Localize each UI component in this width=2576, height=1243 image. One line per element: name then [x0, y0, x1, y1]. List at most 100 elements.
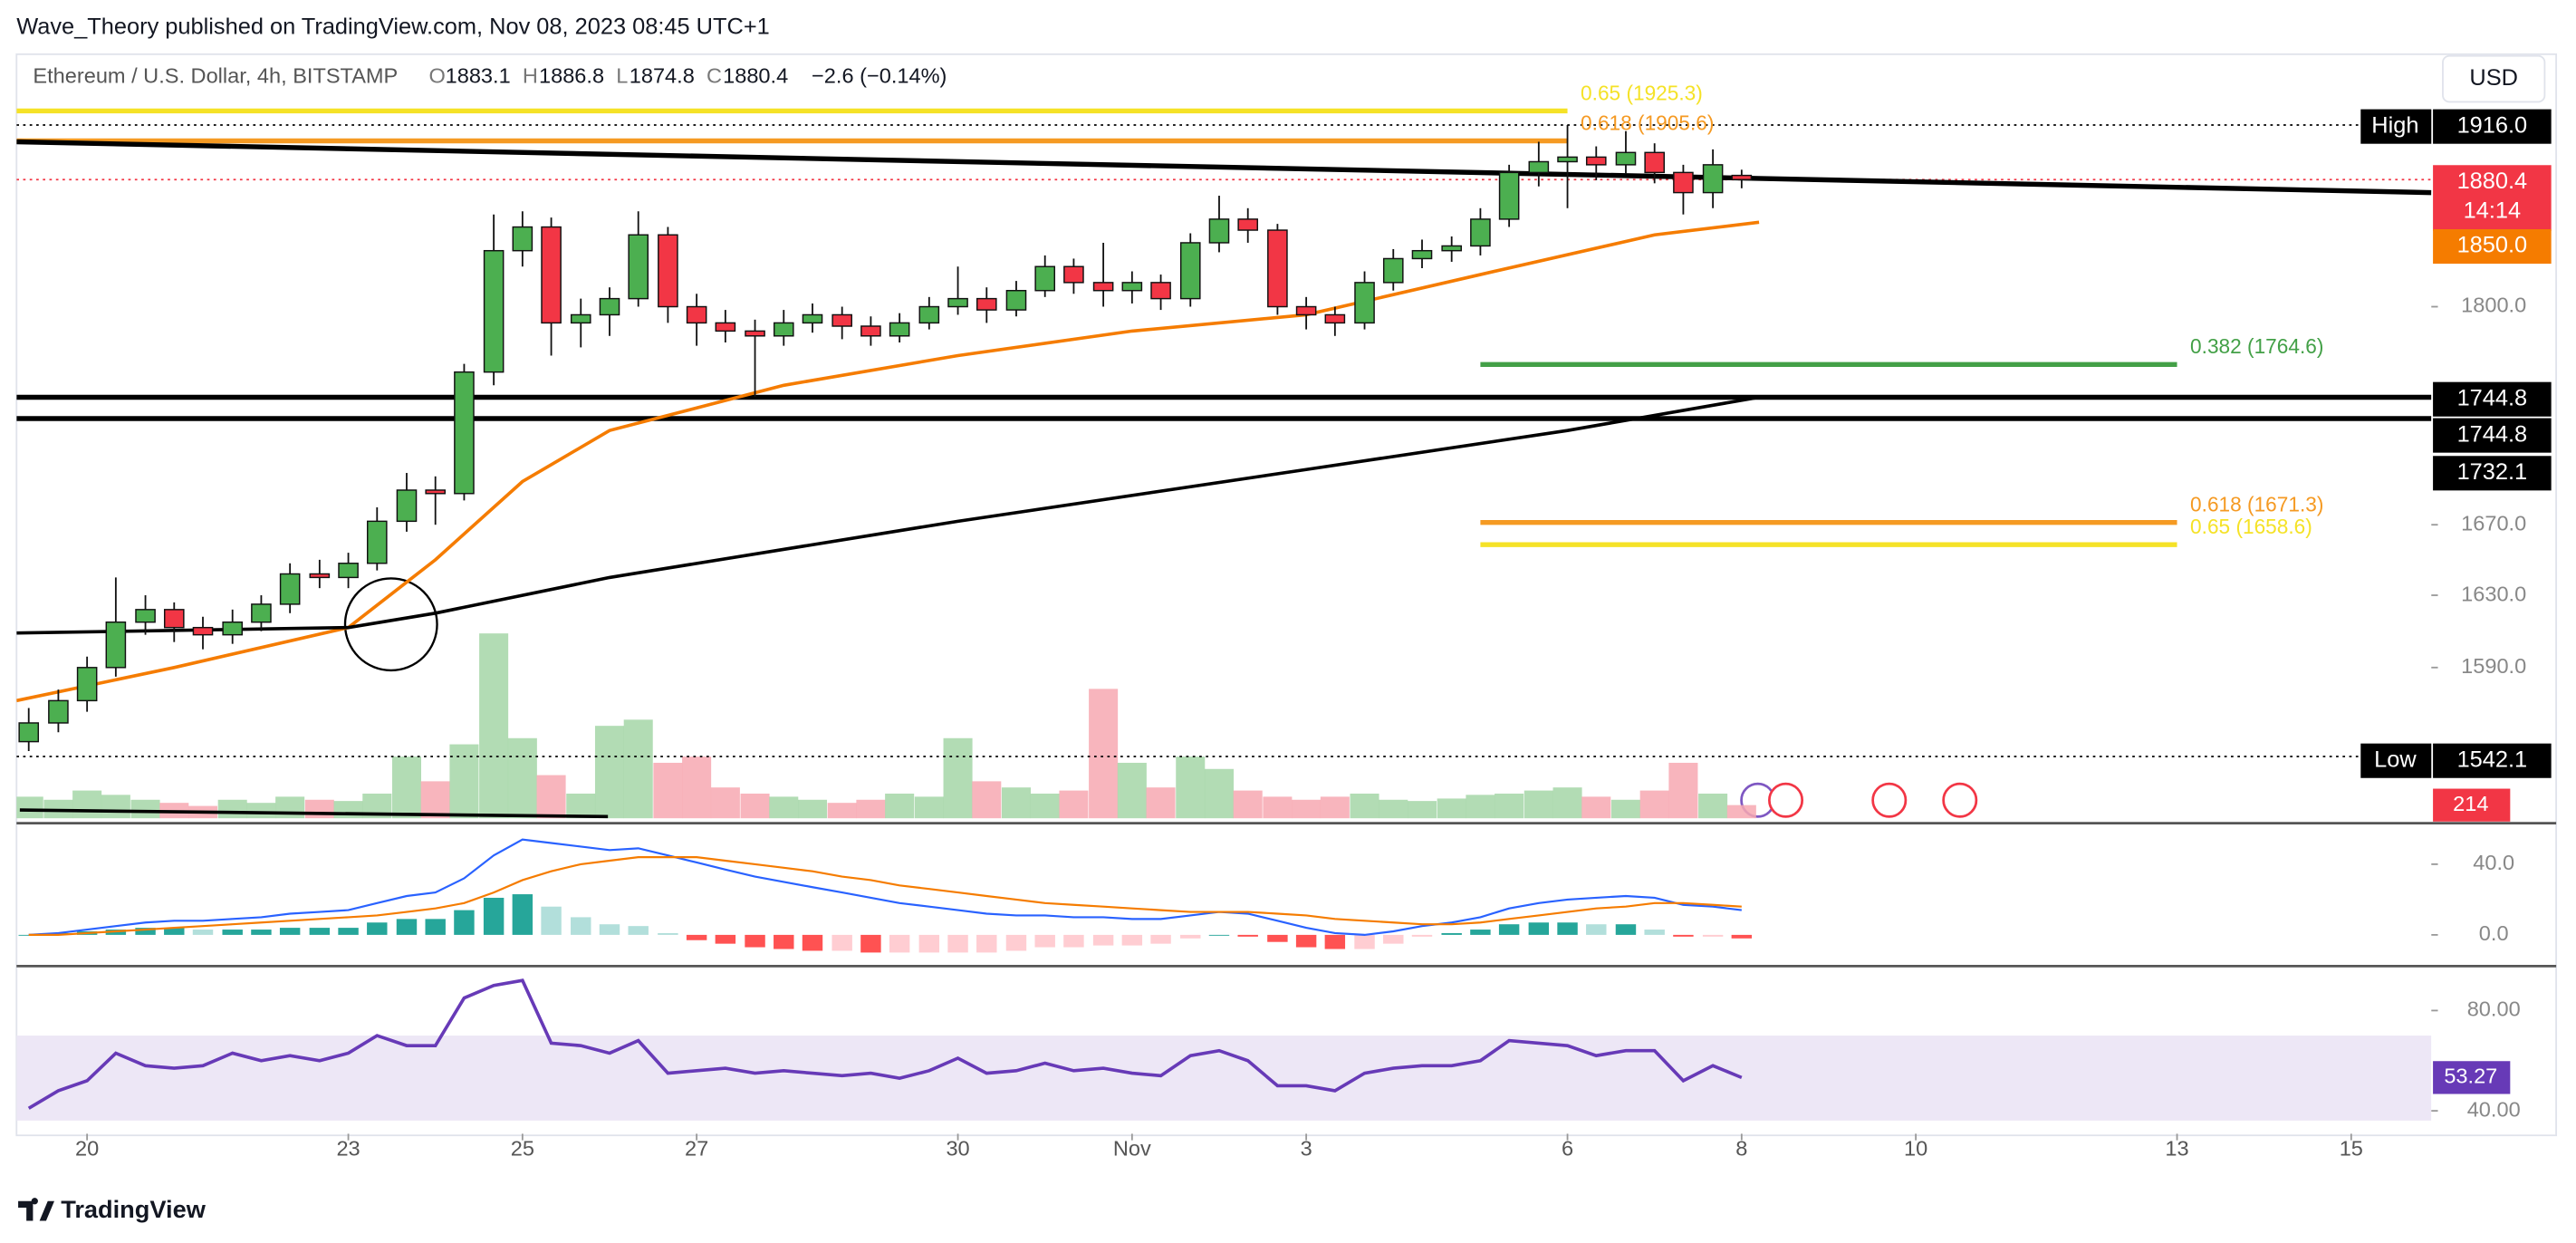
- candle-body: [454, 371, 475, 495]
- candle-body: [570, 313, 591, 324]
- candle-body: [1673, 171, 1694, 194]
- volume-bar: [1292, 799, 1322, 819]
- macd-histogram: [802, 934, 823, 951]
- event-icon[interactable]: [1942, 782, 1978, 818]
- price-label: 1744.8: [2457, 421, 2528, 447]
- macd-histogram: [745, 934, 765, 948]
- price-label: 1744.8: [2457, 385, 2528, 410]
- volume-bar: [943, 737, 973, 819]
- candle-body: [251, 603, 272, 623]
- macd-histogram: [1528, 922, 1550, 935]
- event-icon[interactable]: [1768, 782, 1804, 818]
- price-label-box: [2433, 165, 2552, 231]
- macd-histogram: [1498, 924, 1520, 935]
- volume-bar: [536, 775, 566, 819]
- price-label: 1916.0: [2457, 112, 2528, 138]
- candle-body: [1324, 313, 1346, 324]
- macd-histogram: [1267, 934, 1288, 942]
- currency-button[interactable]: [2442, 54, 2546, 103]
- macd-histogram: [1383, 934, 1404, 944]
- volume-bar: [566, 793, 596, 819]
- volume-bar: [1610, 799, 1640, 819]
- x-tick-label: 25: [511, 1137, 534, 1161]
- macd-histogram: [1324, 934, 1346, 949]
- volume-bar: [885, 793, 915, 819]
- macd-histogram: [222, 930, 243, 935]
- macd-histogram: [1150, 934, 1171, 944]
- volume-bar: [1552, 787, 1582, 819]
- price-label: 1850.0: [2457, 233, 2528, 258]
- macd-histogram: [1092, 934, 1114, 946]
- y-tick-label: 40.00: [2467, 1097, 2521, 1121]
- volume-bar: [1263, 796, 1293, 819]
- macd-histogram: [1180, 934, 1201, 939]
- y-tick-label: 1800.0: [2461, 294, 2526, 317]
- ohlc-value: 1874.8: [630, 63, 695, 87]
- volume-bar: [1639, 790, 1669, 819]
- macd-histogram: [1557, 922, 1578, 935]
- fib-label: 0.618 (1671.3): [2190, 493, 2323, 516]
- x-tick-label: 10: [1904, 1137, 1927, 1161]
- volume-bar: [1320, 796, 1350, 819]
- candle-body: [599, 297, 620, 316]
- volume-bar: [1407, 801, 1437, 819]
- candle-body: [947, 297, 968, 308]
- candle-body: [338, 563, 359, 579]
- macd-histogram: [1354, 934, 1375, 949]
- volume-bar: [1204, 768, 1235, 819]
- candle-body: [658, 234, 678, 308]
- macd-histogram: [164, 928, 185, 935]
- candle-body: [1295, 305, 1317, 316]
- volume-bar: [101, 795, 130, 819]
- macd-histogram: [1615, 924, 1637, 935]
- candle-body: [541, 226, 562, 324]
- candle-body: [1005, 290, 1027, 311]
- candle-body: [1354, 282, 1375, 324]
- volume-bar: [1059, 790, 1089, 819]
- macd-histogram: [571, 917, 591, 935]
- annotation-circle: [343, 577, 438, 672]
- price-label: 1880.4: [2457, 169, 2528, 194]
- volume-bar: [72, 790, 102, 819]
- candle-body: [1702, 164, 1724, 194]
- macd-histogram: [1470, 930, 1491, 935]
- volume-bar: [333, 801, 363, 819]
- candle-body: [1179, 242, 1201, 300]
- macd-histogram: [599, 924, 620, 935]
- macd-histogram: [251, 930, 272, 935]
- candle-body: [1731, 174, 1753, 180]
- price-label: 1542.1: [2457, 747, 2528, 772]
- macd-histogram: [192, 930, 214, 935]
- candle-body: [1585, 156, 1607, 166]
- volume-bar: [1146, 787, 1176, 819]
- volume-bar: [449, 744, 479, 819]
- candle-body: [1644, 151, 1665, 174]
- candle-body: [309, 573, 331, 579]
- candle-body: [1382, 257, 1404, 284]
- macd-histogram: [918, 934, 940, 953]
- candle-body: [1237, 218, 1259, 231]
- macd-histogram: [1121, 934, 1143, 946]
- candle-body: [860, 325, 881, 337]
- currency[interactable]: USD: [2469, 65, 2518, 91]
- macd-histogram: [425, 919, 446, 935]
- macd-histogram: [1702, 934, 1724, 937]
- macd-histogram: [1673, 934, 1694, 937]
- candle-body: [1441, 245, 1462, 252]
- x-tick-label: 30: [946, 1137, 969, 1161]
- rsi-band: [16, 1036, 2432, 1121]
- macd-histogram: [367, 922, 388, 935]
- candle-body: [425, 489, 447, 495]
- price-tag-box: [2360, 109, 2432, 144]
- candle-body: [1267, 229, 1288, 308]
- volume-bar: [1176, 756, 1206, 819]
- event-icon[interactable]: [1871, 782, 1908, 818]
- volume-bar: [914, 796, 944, 819]
- macd-histogram: [831, 934, 852, 951]
- volume-bar: [217, 799, 247, 819]
- macd-histogram: [976, 934, 997, 953]
- volume-bar: [682, 756, 712, 819]
- volume-bar: [740, 793, 770, 819]
- candle-body: [802, 313, 823, 324]
- fib-label: 0.65 (1925.3): [1581, 81, 1703, 104]
